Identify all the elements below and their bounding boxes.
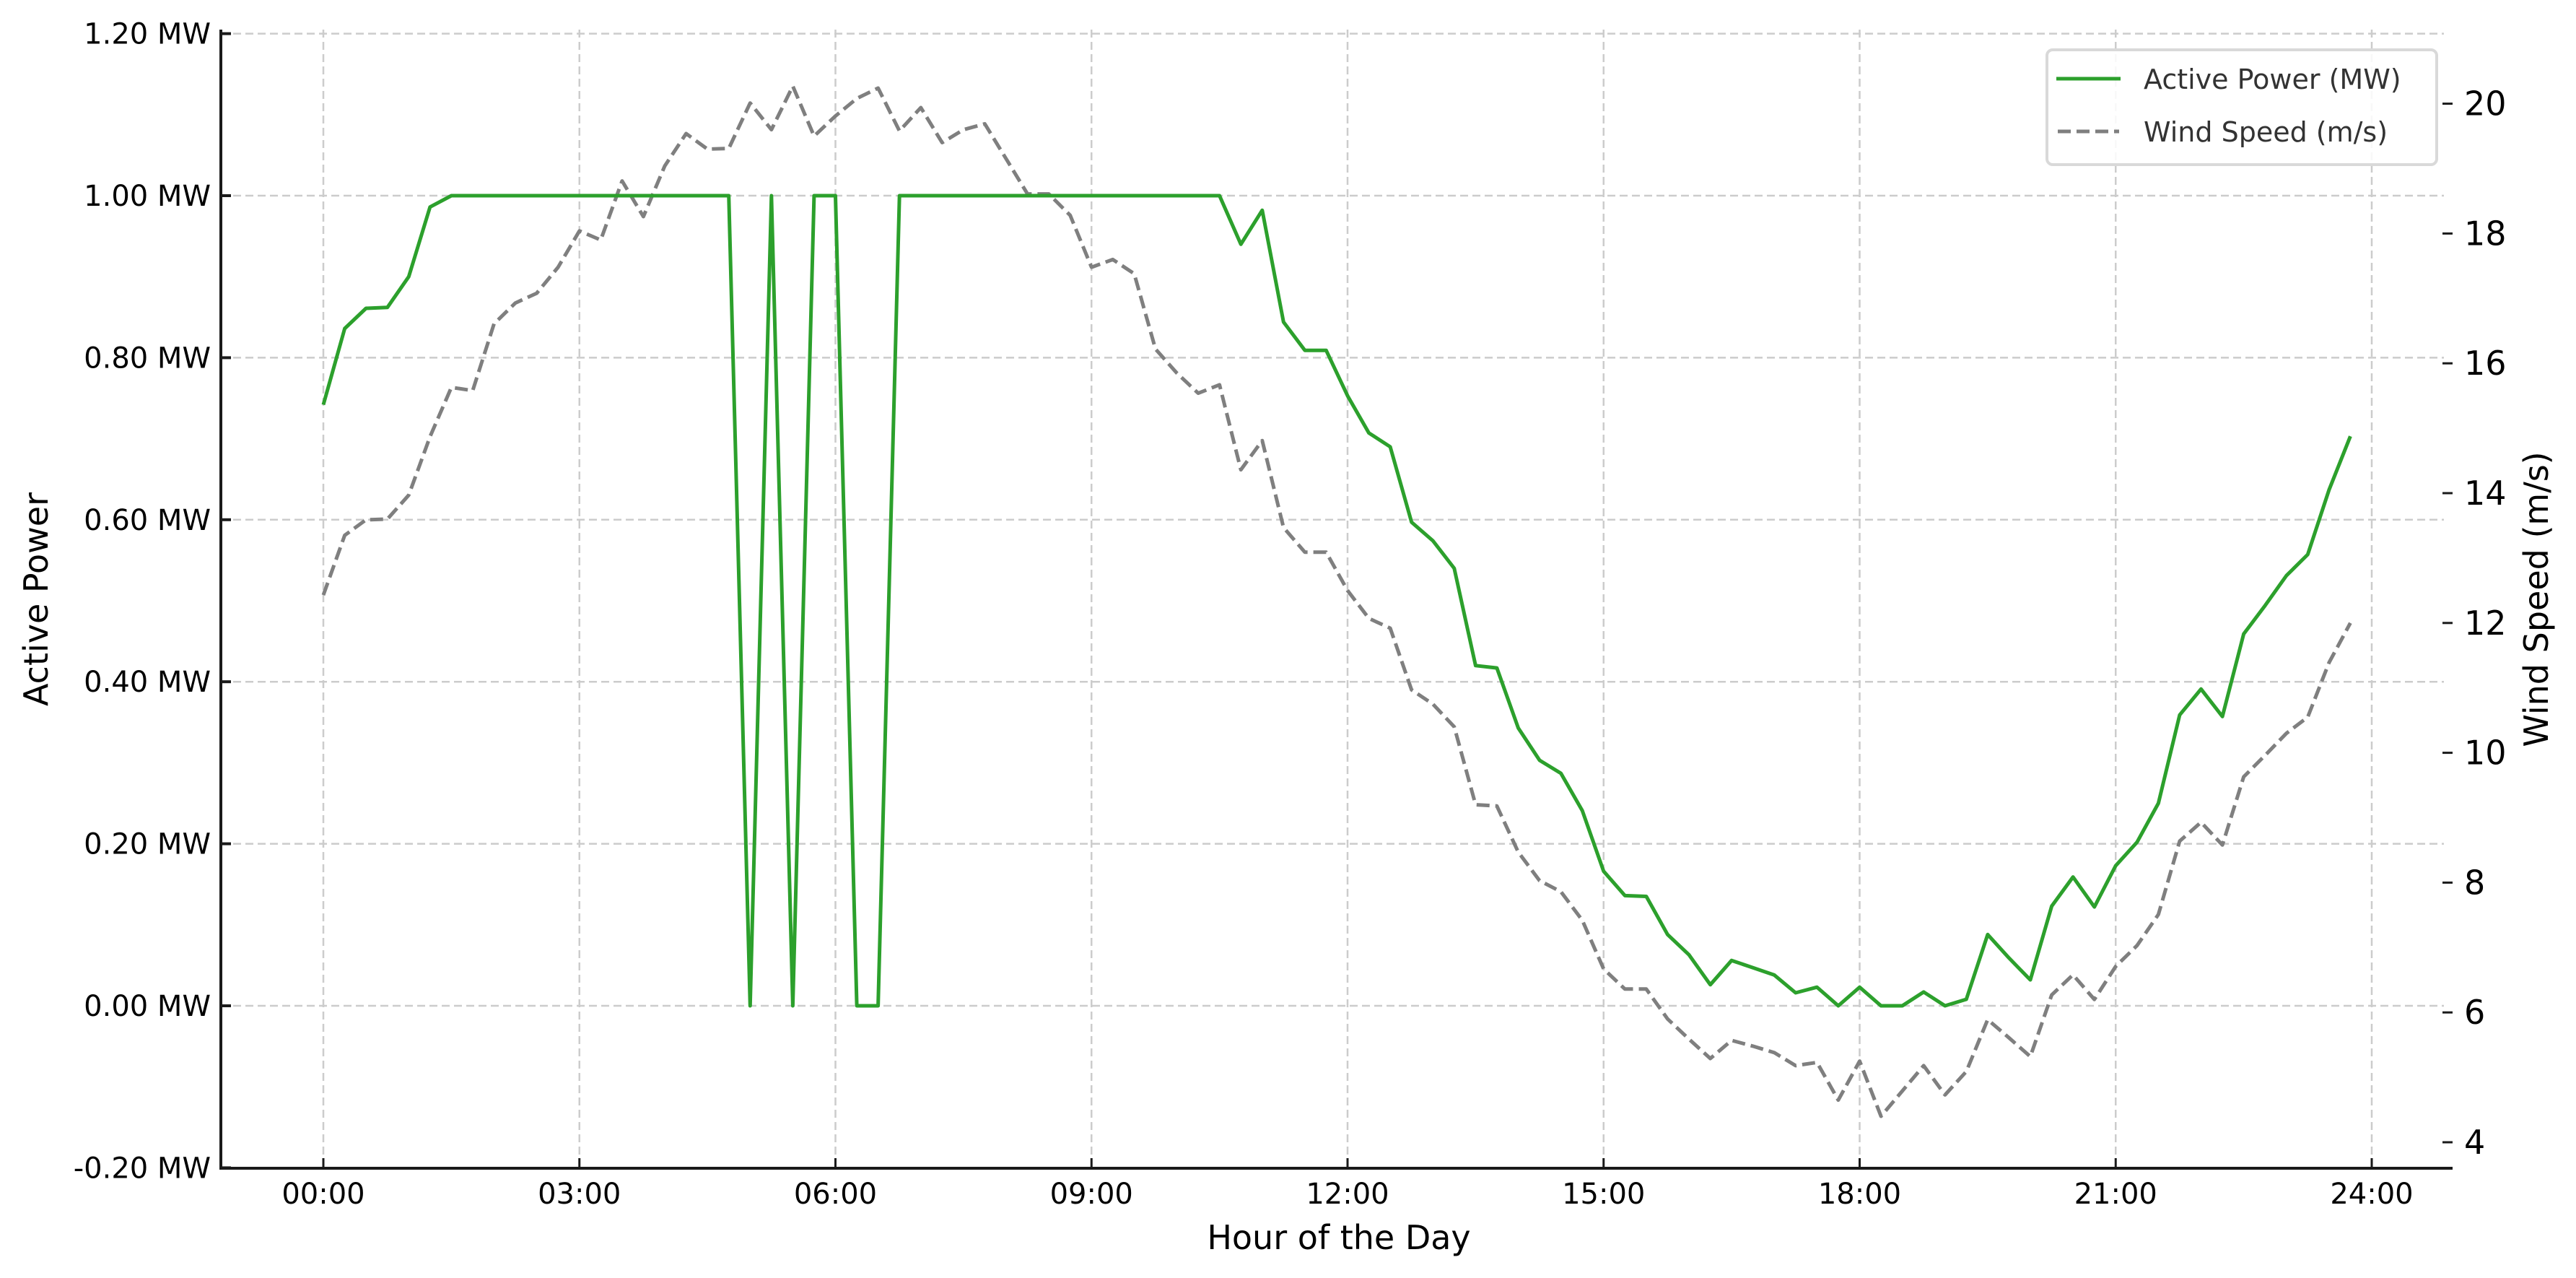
axes — [219, 30, 2453, 1170]
legend-power-label: Active Power (MW) — [2144, 64, 2401, 95]
right-y-axis-ticks: 4 6 8 10 12 14 16 18 20 — [2442, 84, 2507, 1162]
x-tick-label: 06:00 — [794, 1178, 877, 1211]
right-y-tick-label: 18 — [2464, 214, 2507, 253]
right-y-axis-title: Wind Speed (m/s) — [2517, 451, 2556, 747]
legend-wind-label: Wind Speed (m/s) — [2144, 116, 2388, 148]
left-y-tick-label: 0.40 MW — [84, 666, 211, 699]
right-y-tick-label: 4 — [2464, 1123, 2485, 1162]
left-y-tick-label: 0.20 MW — [84, 828, 211, 861]
left-y-tick-label: -0.20 MW — [74, 1152, 211, 1185]
legend-box — [2045, 48, 2438, 166]
x-tick-label: 21:00 — [2074, 1178, 2157, 1211]
wind-speed-series — [321, 84, 2352, 1118]
x-tick-label: 00:00 — [281, 1178, 364, 1211]
right-y-tick-label: 16 — [2464, 344, 2507, 383]
right-y-tick-label: 6 — [2464, 993, 2485, 1032]
right-y-tick-label: 14 — [2464, 474, 2507, 513]
left-y-axis-ticks: -0.20 MW 0.00 MW 0.20 MW 0.40 MW 0.60 MW 0.80… — [74, 18, 231, 1185]
right-y-tick-label: 12 — [2464, 604, 2507, 643]
x-tick-label: 03:00 — [538, 1178, 621, 1211]
right-y-tick-label: 8 — [2464, 863, 2485, 902]
active-power-series — [321, 194, 2352, 1008]
x-tick-label: 09:00 — [1050, 1178, 1133, 1211]
right-y-tick-label: 10 — [2464, 734, 2507, 773]
left-y-tick-label: 1.00 MW — [84, 180, 211, 213]
left-y-tick-label: 0.60 MW — [84, 504, 211, 537]
wind-speed-line — [321, 84, 2352, 1118]
x-tick-label: 18:00 — [1818, 1178, 1901, 1211]
x-tick-label: 15:00 — [1562, 1178, 1645, 1211]
legend: Active Power (MW) Wind Speed (m/s) — [2045, 48, 2438, 166]
x-axis-title: Hour of the Day — [1207, 1218, 1470, 1257]
x-axis-ticks: 00:00 03:00 06:00 09:00 12:00 15:00 18:00 21:00… — [281, 1158, 2414, 1211]
x-tick-label: 24:00 — [2330, 1178, 2413, 1211]
left-y-tick-label: 0.00 MW — [84, 990, 211, 1023]
left-y-axis-title: Active Power — [17, 492, 56, 706]
gridlines — [221, 30, 2444, 1169]
left-y-tick-label: 0.80 MW — [84, 342, 211, 375]
left-y-tick-label: 1.20 MW — [84, 18, 211, 51]
x-tick-label: 12:00 — [1306, 1178, 1389, 1211]
right-y-tick-label: 20 — [2464, 84, 2507, 123]
active-power-line — [321, 194, 2352, 1008]
